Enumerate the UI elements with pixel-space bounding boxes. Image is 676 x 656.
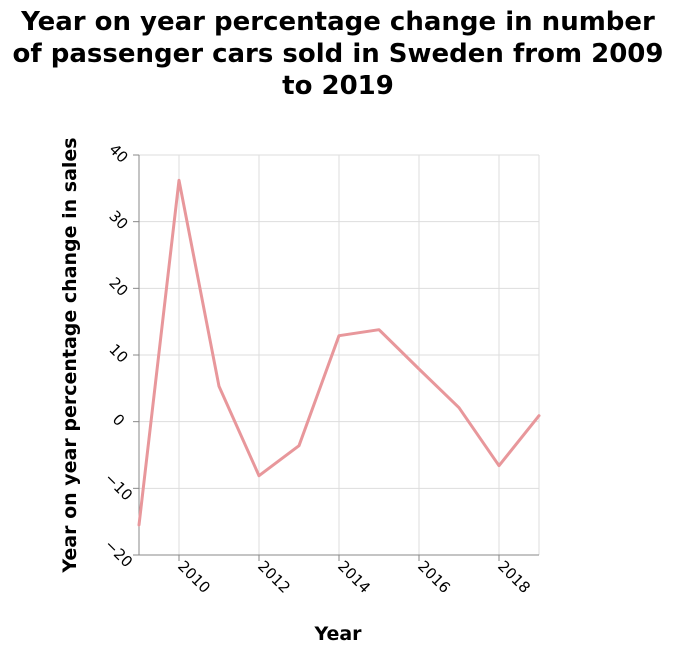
x-tick-label: 2012 (254, 557, 294, 597)
x-tick-label: 2016 (414, 557, 454, 597)
tick-labels: −20 −10 0 10 20 30 40 2010 2012 2014 2016 2018 (101, 140, 534, 596)
y-tick-label: 20 (105, 274, 131, 300)
chart-title-line-1: Year on year percentage change in number (20, 7, 655, 37)
y-tick-label: −10 (101, 469, 136, 504)
chart-title-line-3: to 2019 (282, 71, 394, 101)
y-axis-label: Year on year percentage change in sales (59, 137, 81, 573)
y-tick-label: 30 (105, 207, 131, 233)
x-tick-label: 2018 (494, 557, 534, 597)
y-tick-label: 0 (109, 410, 128, 429)
x-tick-label: 2010 (174, 557, 214, 597)
y-tick-label: −20 (101, 536, 136, 571)
chart-title-line-2: of passenger cars sold in Sweden from 20… (13, 39, 664, 69)
x-axis-label: Year (313, 623, 362, 645)
series-line (137, 178, 541, 527)
series-lines (137, 178, 541, 527)
x-tick-label: 2014 (334, 557, 374, 597)
gridlines (139, 154, 540, 556)
axes (133, 154, 539, 561)
y-tick-label: 40 (105, 140, 131, 166)
y-tick-label: 10 (105, 340, 131, 366)
chart-title: Year on year percentage change in number… (13, 7, 664, 101)
